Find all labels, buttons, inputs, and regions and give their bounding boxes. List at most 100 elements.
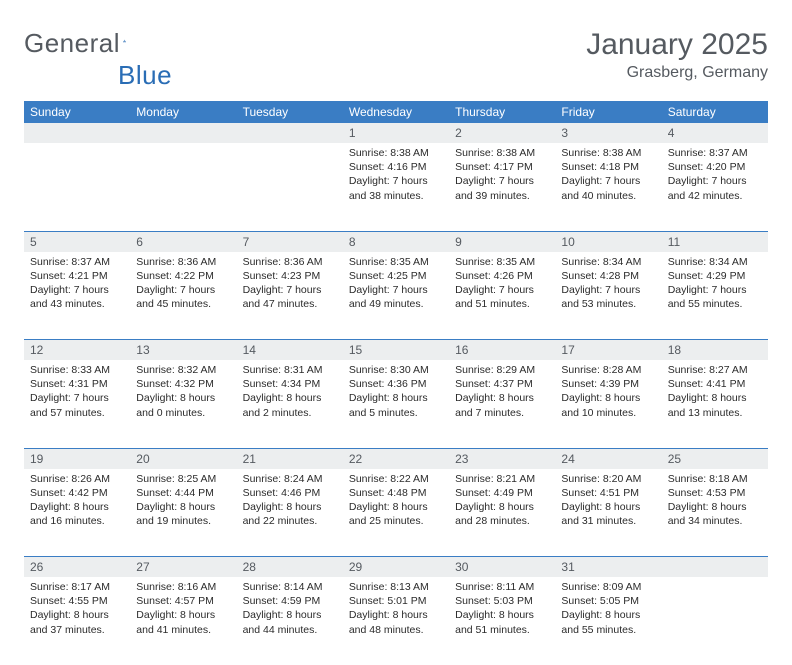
day-cell: Sunrise: 8:17 AMSunset: 4:55 PMDaylight:… xyxy=(24,577,130,665)
day-number: 6 xyxy=(130,231,236,252)
daylight-text: Daylight: 8 hours xyxy=(136,608,230,622)
day-details xyxy=(237,143,343,152)
sunset-text: Sunset: 4:18 PM xyxy=(561,160,655,174)
weekday-header-row: Sunday Monday Tuesday Wednesday Thursday… xyxy=(24,101,768,123)
sunset-text: Sunset: 4:55 PM xyxy=(30,594,124,608)
sunset-text: Sunset: 4:28 PM xyxy=(561,269,655,283)
sunset-text: Sunset: 4:34 PM xyxy=(243,377,337,391)
daylight-text: Daylight: 8 hours xyxy=(455,608,549,622)
day-number: 25 xyxy=(662,448,768,469)
day-details: Sunrise: 8:30 AMSunset: 4:36 PMDaylight:… xyxy=(343,360,449,426)
daylight-text: Daylight: 8 hours xyxy=(668,500,762,514)
day-number xyxy=(24,123,130,143)
daylight-text: Daylight: 7 hours xyxy=(30,391,124,405)
weekday-header: Thursday xyxy=(449,101,555,123)
day-details: Sunrise: 8:34 AMSunset: 4:29 PMDaylight:… xyxy=(662,252,768,318)
day-details xyxy=(662,577,768,586)
daylight-text: and 13 minutes. xyxy=(668,406,762,420)
day-number-row: 262728293031 xyxy=(24,557,768,578)
daylight-text: and 19 minutes. xyxy=(136,514,230,528)
sunset-text: Sunset: 4:21 PM xyxy=(30,269,124,283)
sunrise-text: Sunrise: 8:32 AM xyxy=(136,363,230,377)
sunrise-text: Sunrise: 8:37 AM xyxy=(668,146,762,160)
daylight-text: and 28 minutes. xyxy=(455,514,549,528)
day-cell: Sunrise: 8:20 AMSunset: 4:51 PMDaylight:… xyxy=(555,469,661,557)
day-number: 27 xyxy=(130,557,236,578)
daylight-text: Daylight: 8 hours xyxy=(561,500,655,514)
weekday-header: Sunday xyxy=(24,101,130,123)
weekday-header: Saturday xyxy=(662,101,768,123)
day-cell: Sunrise: 8:25 AMSunset: 4:44 PMDaylight:… xyxy=(130,469,236,557)
sunrise-text: Sunrise: 8:38 AM xyxy=(561,146,655,160)
daylight-text: Daylight: 8 hours xyxy=(349,391,443,405)
day-details: Sunrise: 8:13 AMSunset: 5:01 PMDaylight:… xyxy=(343,577,449,643)
day-number: 9 xyxy=(449,231,555,252)
sunset-text: Sunset: 4:20 PM xyxy=(668,160,762,174)
daylight-text: Daylight: 8 hours xyxy=(243,391,337,405)
daylight-text: Daylight: 7 hours xyxy=(30,283,124,297)
daylight-text: and 41 minutes. xyxy=(136,623,230,637)
day-cell: Sunrise: 8:27 AMSunset: 4:41 PMDaylight:… xyxy=(662,360,768,448)
day-cell: Sunrise: 8:34 AMSunset: 4:28 PMDaylight:… xyxy=(555,252,661,340)
sunrise-text: Sunrise: 8:36 AM xyxy=(243,255,337,269)
day-number: 20 xyxy=(130,448,236,469)
daylight-text: Daylight: 8 hours xyxy=(30,608,124,622)
day-details: Sunrise: 8:34 AMSunset: 4:28 PMDaylight:… xyxy=(555,252,661,318)
weekday-header: Wednesday xyxy=(343,101,449,123)
daylight-text: Daylight: 8 hours xyxy=(455,391,549,405)
day-number: 29 xyxy=(343,557,449,578)
daylight-text: Daylight: 8 hours xyxy=(349,500,443,514)
sunrise-text: Sunrise: 8:29 AM xyxy=(455,363,549,377)
day-number: 11 xyxy=(662,231,768,252)
day-details: Sunrise: 8:36 AMSunset: 4:22 PMDaylight:… xyxy=(130,252,236,318)
sunset-text: Sunset: 4:49 PM xyxy=(455,486,549,500)
day-cell: Sunrise: 8:18 AMSunset: 4:53 PMDaylight:… xyxy=(662,469,768,557)
day-details: Sunrise: 8:20 AMSunset: 4:51 PMDaylight:… xyxy=(555,469,661,535)
day-cell: Sunrise: 8:33 AMSunset: 4:31 PMDaylight:… xyxy=(24,360,130,448)
sunrise-text: Sunrise: 8:35 AM xyxy=(349,255,443,269)
sunrise-text: Sunrise: 8:31 AM xyxy=(243,363,337,377)
daylight-text: Daylight: 8 hours xyxy=(668,391,762,405)
day-cell: Sunrise: 8:38 AMSunset: 4:17 PMDaylight:… xyxy=(449,143,555,231)
daylight-text: and 25 minutes. xyxy=(349,514,443,528)
daylight-text: and 40 minutes. xyxy=(561,189,655,203)
sunset-text: Sunset: 4:17 PM xyxy=(455,160,549,174)
day-details: Sunrise: 8:37 AMSunset: 4:21 PMDaylight:… xyxy=(24,252,130,318)
sunrise-text: Sunrise: 8:26 AM xyxy=(30,472,124,486)
day-details: Sunrise: 8:27 AMSunset: 4:41 PMDaylight:… xyxy=(662,360,768,426)
day-details: Sunrise: 8:18 AMSunset: 4:53 PMDaylight:… xyxy=(662,469,768,535)
sunrise-text: Sunrise: 8:28 AM xyxy=(561,363,655,377)
sunrise-text: Sunrise: 8:22 AM xyxy=(349,472,443,486)
day-cell: Sunrise: 8:14 AMSunset: 4:59 PMDaylight:… xyxy=(237,577,343,665)
day-details: Sunrise: 8:33 AMSunset: 4:31 PMDaylight:… xyxy=(24,360,130,426)
day-cell: Sunrise: 8:13 AMSunset: 5:01 PMDaylight:… xyxy=(343,577,449,665)
week-row: Sunrise: 8:33 AMSunset: 4:31 PMDaylight:… xyxy=(24,360,768,448)
sunrise-text: Sunrise: 8:27 AM xyxy=(668,363,762,377)
day-cell: Sunrise: 8:35 AMSunset: 4:26 PMDaylight:… xyxy=(449,252,555,340)
weekday-header: Monday xyxy=(130,101,236,123)
week-row: Sunrise: 8:37 AMSunset: 4:21 PMDaylight:… xyxy=(24,252,768,340)
sunrise-text: Sunrise: 8:34 AM xyxy=(668,255,762,269)
daylight-text: Daylight: 7 hours xyxy=(455,174,549,188)
sunset-text: Sunset: 4:16 PM xyxy=(349,160,443,174)
day-number: 2 xyxy=(449,123,555,143)
sunset-text: Sunset: 4:32 PM xyxy=(136,377,230,391)
sunrise-text: Sunrise: 8:33 AM xyxy=(30,363,124,377)
day-details: Sunrise: 8:21 AMSunset: 4:49 PMDaylight:… xyxy=(449,469,555,535)
day-number: 19 xyxy=(24,448,130,469)
daylight-text: and 10 minutes. xyxy=(561,406,655,420)
day-cell: Sunrise: 8:31 AMSunset: 4:34 PMDaylight:… xyxy=(237,360,343,448)
sunset-text: Sunset: 4:42 PM xyxy=(30,486,124,500)
day-cell: Sunrise: 8:30 AMSunset: 4:36 PMDaylight:… xyxy=(343,360,449,448)
sunrise-text: Sunrise: 8:25 AM xyxy=(136,472,230,486)
day-number: 17 xyxy=(555,340,661,361)
daylight-text: Daylight: 7 hours xyxy=(561,174,655,188)
day-details: Sunrise: 8:25 AMSunset: 4:44 PMDaylight:… xyxy=(130,469,236,535)
day-number: 26 xyxy=(24,557,130,578)
day-cell xyxy=(130,143,236,231)
sunrise-text: Sunrise: 8:34 AM xyxy=(561,255,655,269)
day-cell: Sunrise: 8:32 AMSunset: 4:32 PMDaylight:… xyxy=(130,360,236,448)
sunset-text: Sunset: 4:25 PM xyxy=(349,269,443,283)
day-number: 13 xyxy=(130,340,236,361)
day-cell: Sunrise: 8:28 AMSunset: 4:39 PMDaylight:… xyxy=(555,360,661,448)
